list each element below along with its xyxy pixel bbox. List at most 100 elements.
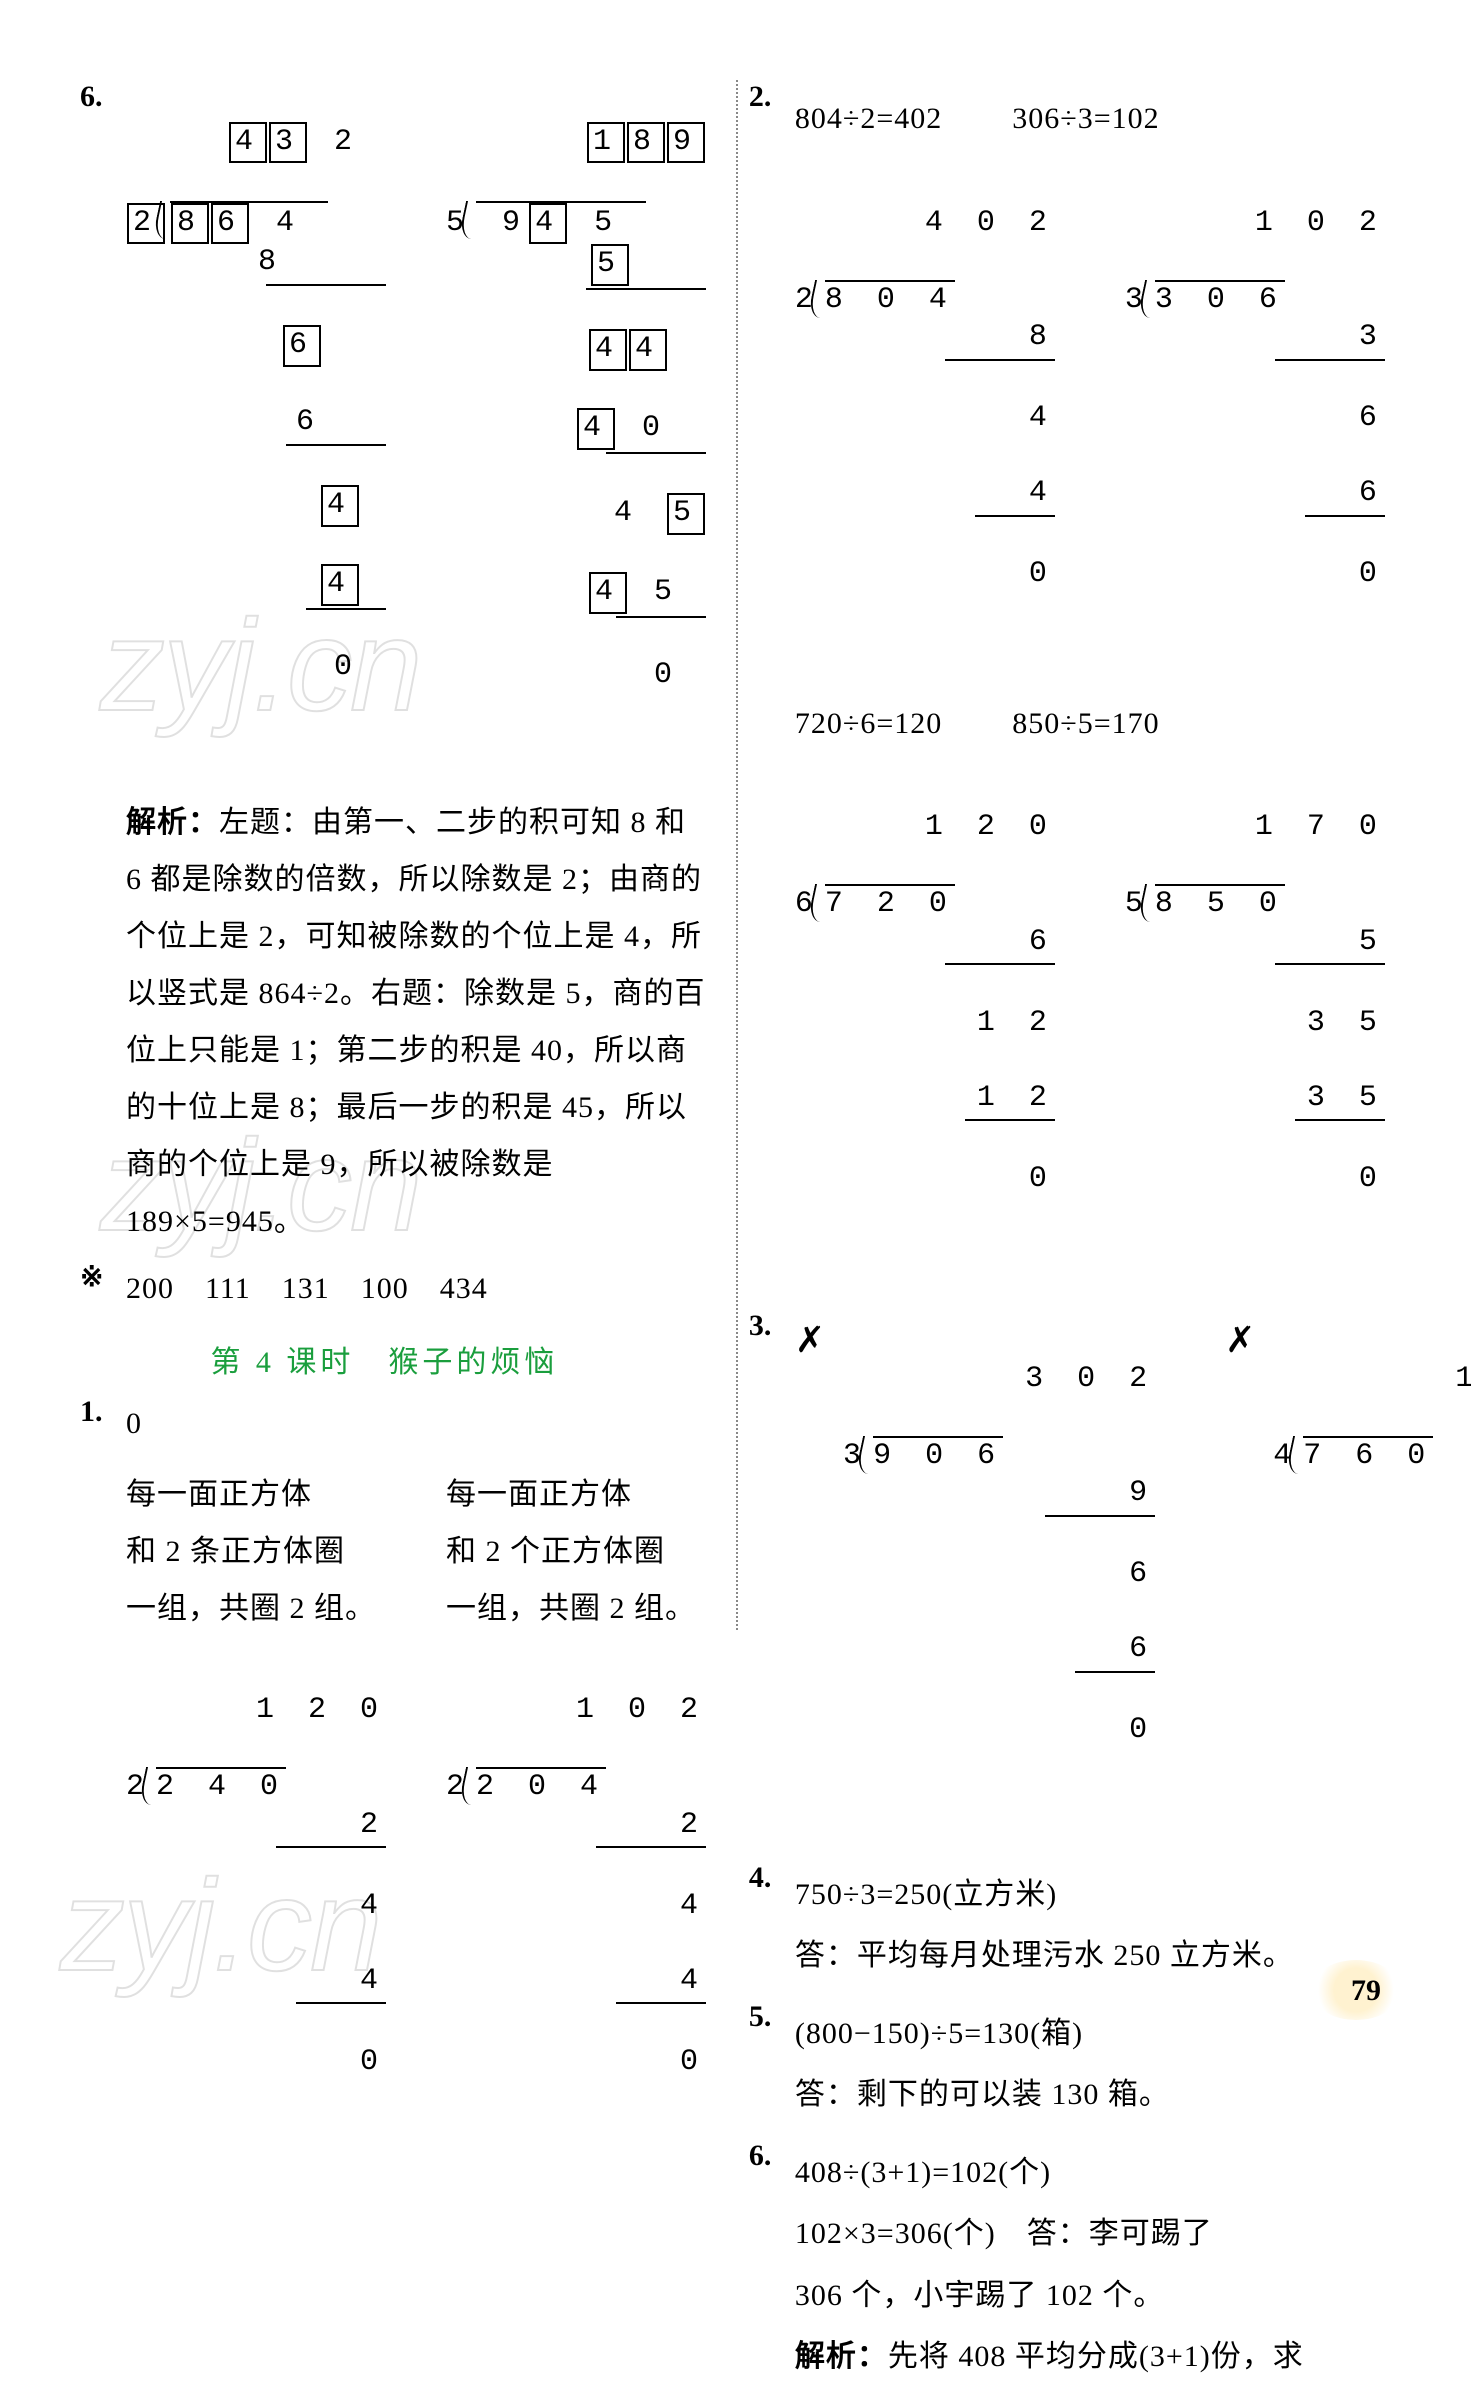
q3d2-dd: 7 6 0: [1303, 1436, 1433, 1476]
q2d2-q: 1 0 2: [1125, 205, 1385, 243]
q2-number: 2.: [749, 80, 795, 114]
q3d2-s3: 0: [1273, 1712, 1471, 1750]
q2: 2. 804÷2=402 306÷3=102 4 0 2 28 0 4 8 4 …: [749, 80, 1358, 1299]
q6r-l2: 102×3=306(个) 答：李可踢了: [795, 2206, 1358, 2262]
q1-longdiv-a: 1 2 0 22 4 0 2 4 4 0: [126, 1655, 386, 2157]
q2-eq3: 720÷6=120: [795, 695, 942, 752]
q2d4-s2: 3 5: [1125, 1080, 1385, 1118]
q2d4-q: 1 7 0: [1125, 809, 1385, 847]
q1-lr0: 每一面正方体: [446, 1478, 632, 1511]
q6-analysis: 解析：左题：由第一、二步的积可知 8 和 6 都是除数的倍数，所以除数是 2；由…: [126, 794, 706, 1250]
q1-text-left: 每一面正方体 和 2 条正方体圈 一组，共圈 2 组。: [126, 1466, 386, 1637]
q2d3-s2: 1 2: [795, 1080, 1055, 1118]
q6r-analysis: 解析：先将 408 平均分成(3+1)份，求: [795, 2329, 1358, 2385]
q2d4-s0: 5: [1125, 924, 1385, 962]
star-line: ※ 200 111 131 100 434: [80, 1260, 689, 1317]
q2d1-s2: 4: [795, 475, 1055, 513]
q3d2-q: 1 9 0: [1273, 1361, 1471, 1399]
q2d4-s1: 3 5: [1125, 1005, 1385, 1043]
q6-analysis-text: 左题：由第一、二步的积可知 8 和 6 都是除数的倍数，所以除数是 2；由商的个…: [126, 806, 705, 1238]
q2-div1: 4 0 2 28 0 4 8 4 4 0: [795, 167, 1055, 669]
q5-ans: 答：剩下的可以装 130 箱。: [795, 2067, 1358, 2123]
q2d1-dd: 8 0 4: [825, 280, 955, 320]
q3d1-s3: 0: [843, 1712, 1155, 1750]
q1-lr1: 和 2 个正方体圈: [446, 1535, 665, 1568]
q2d4-s3: 0: [1125, 1161, 1385, 1199]
q6-longdiv-a: 43 2 286 4 8 6 6 4 4 0: [126, 84, 386, 770]
q1-lr2: 一组，共圈 2 组。: [446, 1592, 696, 1625]
q3d1-q: 3 0 2: [843, 1361, 1155, 1399]
q1-ll2: 一组，共圈 2 组。: [126, 1592, 376, 1625]
q2-div3: 1 2 0 67 2 0 6 1 2 1 2 0: [795, 772, 1055, 1274]
q2d2-dd: 3 0 6: [1155, 280, 1285, 320]
q3d2-s1: 3 6: [1273, 1556, 1471, 1594]
q2d1-s0: 8: [795, 319, 1055, 357]
q1-longdiv-b: 1 0 2 22 0 4 2 4 4 0: [446, 1655, 706, 2157]
q2-div4: 1 7 0 58 5 0 5 3 5 3 5 0: [1125, 772, 1385, 1274]
q6r-l3: 306 个，小宇踢了 102 个。: [795, 2268, 1358, 2324]
q4-number: 4.: [749, 1861, 795, 1895]
q1b-s2: 4: [446, 1963, 706, 2001]
page-number: 79: [1351, 1974, 1381, 2008]
q6-longdiv-b: 189 5 94 5 5 44 4 0 4 5 4 5 0: [446, 84, 706, 770]
q6r-number: 6.: [749, 2139, 795, 2173]
q1-text-right: 每一面正方体 和 2 个正方体圈 一组，共圈 2 组。: [446, 1466, 706, 1637]
left-column: 6. 43 2 286 4 8 6 6 4 4 0 189 5 94 5 5 4…: [80, 80, 719, 1998]
q2d2-s2: 6: [1125, 475, 1385, 513]
q2d3-s0: 6: [795, 924, 1055, 962]
q3d1-s1: 6: [843, 1556, 1155, 1594]
q3-div2: 1 9 0 47 6 0 4 3 6 3 6 0: [1273, 1323, 1471, 1825]
star-icon: ※: [80, 1262, 103, 1293]
q2d2-s3: 0: [1125, 556, 1385, 594]
q3d2-s0: 4: [1273, 1475, 1471, 1513]
column-divider: [736, 80, 738, 1630]
q2-eq4: 850÷5=170: [1012, 695, 1159, 752]
q3d1-s2: 6: [843, 1631, 1155, 1669]
q1b-s0: 2: [446, 1807, 706, 1845]
q1b-quot: 1 0 2: [446, 1692, 706, 1730]
q4-ans: 答：平均每月处理污水 250 立方米。: [795, 1928, 1358, 1984]
q3d1-s0: 9: [843, 1475, 1155, 1513]
right-column: 2. 804÷2=402 306÷3=102 4 0 2 28 0 4 8 4 …: [719, 80, 1358, 1998]
q3-number: 3.: [749, 1309, 795, 1343]
q3-div1: 3 0 2 39 0 6 9 6 6 0: [843, 1323, 1155, 1825]
q6r-al: 解析：: [795, 2340, 888, 2373]
q1b-dividend: 2 0 4: [476, 1767, 606, 1807]
q1a-s2: 4: [126, 1963, 386, 2001]
analysis-label: 解析：: [126, 806, 219, 839]
q4-eq: 750÷3=250(立方米): [795, 1867, 1358, 1923]
q6r-eq: 408÷(3+1)=102(个): [795, 2145, 1358, 2201]
q1a-quot: 1 2 0: [126, 1692, 386, 1730]
q1b-s1: 4: [446, 1888, 706, 1926]
q5-number: 5.: [749, 2000, 795, 2034]
q2-eq2: 306÷3=102: [1012, 90, 1159, 147]
q6-number: 6.: [80, 80, 126, 114]
q6: 6. 43 2 286 4 8 6 6 4 4 0 189 5 94 5 5 4…: [80, 80, 689, 1250]
q2d1-s3: 0: [795, 556, 1055, 594]
q5: 5. (800−150)÷5=130(箱) 答：剩下的可以装 130 箱。: [749, 2000, 1358, 2129]
q2d2-s1: 6: [1125, 400, 1385, 438]
q2d4-dd: 8 5 0: [1155, 884, 1285, 924]
q1-ll0: 每一面正方体: [126, 1478, 312, 1511]
q2d3-s1: 1 2: [795, 1005, 1055, 1043]
q5-eq: (800−150)÷5=130(箱): [795, 2006, 1358, 2062]
q1-ll1: 和 2 条正方体圈: [126, 1535, 345, 1568]
star-line-text: 200 111 131 100 434: [126, 1260, 689, 1317]
q2d2-s0: 3: [1125, 319, 1385, 357]
q4: 4. 750÷3=250(立方米) 答：平均每月处理污水 250 立方米。: [749, 1861, 1358, 1990]
q1: 1. 0 每一面正方体 和 2 条正方体圈 一组，共圈 2 组。 每一面正方体 …: [80, 1395, 689, 2167]
q2d1-s1: 4: [795, 400, 1055, 438]
q2d3-dd: 7 2 0: [825, 884, 955, 924]
q1b-s3: 0: [446, 2044, 706, 2082]
q1a-s1: 4: [126, 1888, 386, 1926]
cross-icon-1: ✗: [795, 1319, 825, 1361]
q1-title: 0: [126, 1395, 706, 1452]
lesson-heading: 第 4 课时 猴子的烦恼: [80, 1337, 689, 1381]
q1a-dividend: 2 4 0: [156, 1767, 286, 1807]
cross-icon-2: ✗: [1225, 1319, 1255, 1361]
q2-eq1: 804÷2=402: [795, 90, 942, 147]
q1a-s0: 2: [126, 1807, 386, 1845]
q6-right: 6. 408÷(3+1)=102(个) 102×3=306(个) 答：李可踢了 …: [749, 2139, 1358, 2391]
q2-div2: 1 0 2 33 0 6 3 6 6 0: [1125, 167, 1385, 669]
q3: 3. ✗ 3 0 2 39 0 6 9 6 6 0 ✗ 1 9 0 47 6 0…: [749, 1309, 1358, 1851]
